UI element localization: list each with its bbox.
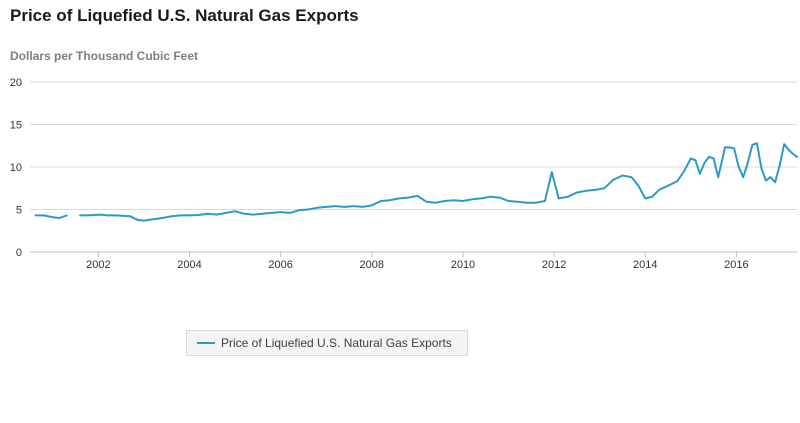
x-tick-label-2004: 2004 xyxy=(177,259,201,271)
x-tick-label-2012: 2012 xyxy=(542,259,566,271)
chart-legend[interactable]: Price of Liquefied U.S. Natural Gas Expo… xyxy=(186,330,468,356)
x-tick-label-2002: 2002 xyxy=(86,259,110,271)
x-tick-label-2016: 2016 xyxy=(724,259,748,271)
x-tick-label-2014: 2014 xyxy=(633,259,657,271)
x-tick-label-2006: 2006 xyxy=(268,259,292,271)
y-axis-label: Dollars per Thousand Cubic Feet xyxy=(10,49,199,63)
x-axis-ticks: 2002 2004 2006 2008 2010 2012 2014 2016 xyxy=(86,252,749,271)
series-line-0-segment-0[interactable] xyxy=(34,214,68,219)
legend-label: Price of Liquefied U.S. Natural Gas Expo… xyxy=(221,336,452,350)
y-tick-label-5: 5 xyxy=(16,205,22,217)
legend-swatch xyxy=(197,342,215,344)
series-line-0-segment-1[interactable] xyxy=(79,142,798,222)
y-axis-ticks: 0 5 10 15 20 xyxy=(10,77,22,259)
series-group xyxy=(34,142,798,222)
x-tick-label-2008: 2008 xyxy=(360,259,384,271)
gridlines xyxy=(30,81,797,253)
y-tick-label-10: 10 xyxy=(10,162,22,174)
y-tick-label-20: 20 xyxy=(10,77,22,89)
y-tick-label-0: 0 xyxy=(16,247,22,259)
y-tick-label-15: 15 xyxy=(10,120,22,132)
chart-title: Price of Liquefied U.S. Natural Gas Expo… xyxy=(10,6,359,25)
x-tick-label-2010: 2010 xyxy=(451,259,475,271)
